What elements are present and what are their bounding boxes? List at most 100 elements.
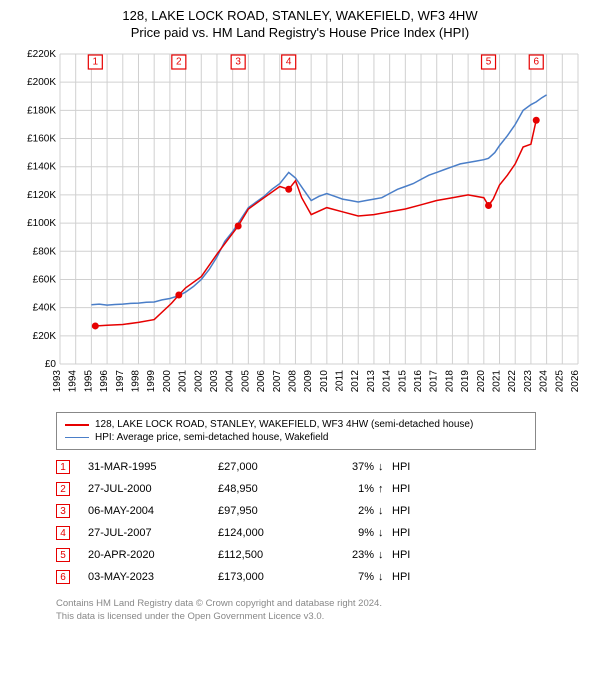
tx-marker: 5 xyxy=(56,548,70,562)
svg-text:1: 1 xyxy=(93,57,99,68)
tx-price: £27,000 xyxy=(218,461,318,473)
svg-text:1999: 1999 xyxy=(146,370,157,393)
svg-text:2003: 2003 xyxy=(209,370,220,393)
svg-text:£40K: £40K xyxy=(33,303,57,314)
svg-text:2001: 2001 xyxy=(178,370,189,393)
tx-diff: 37% xyxy=(318,461,378,473)
svg-text:2004: 2004 xyxy=(225,370,236,393)
tx-price: £48,950 xyxy=(218,483,318,495)
footer: Contains HM Land Registry data © Crown c… xyxy=(56,598,588,624)
transaction-table: 131-MAR-1995£27,00037%↓HPI227-JUL-2000£4… xyxy=(56,456,588,588)
svg-text:1993: 1993 xyxy=(52,370,63,393)
table-row: 4 27-JUL-2007£124,0009%↓HPI xyxy=(56,522,588,544)
svg-text:2005: 2005 xyxy=(240,370,251,393)
svg-text:2013: 2013 xyxy=(366,370,377,393)
svg-text:2014: 2014 xyxy=(382,370,393,393)
arrow-down-icon: ↓ xyxy=(378,461,392,473)
tx-diff: 7% xyxy=(318,571,378,583)
title-block: 128, LAKE LOCK ROAD, STANLEY, WAKEFIELD,… xyxy=(12,8,588,40)
svg-text:£220K: £220K xyxy=(27,49,56,60)
tx-price: £97,950 xyxy=(218,505,318,517)
svg-text:2019: 2019 xyxy=(460,370,471,393)
svg-text:2022: 2022 xyxy=(507,370,518,393)
tx-hpi-label: HPI xyxy=(392,527,422,539)
tx-price: £112,500 xyxy=(218,549,318,561)
legend-item: 128, LAKE LOCK ROAD, STANLEY, WAKEFIELD,… xyxy=(65,419,527,430)
legend-swatch xyxy=(65,424,89,426)
svg-text:£140K: £140K xyxy=(27,162,56,173)
chart-container: 128, LAKE LOCK ROAD, STANLEY, WAKEFIELD,… xyxy=(0,0,600,636)
svg-text:1995: 1995 xyxy=(83,370,94,393)
tx-diff: 1% xyxy=(318,483,378,495)
tx-diff: 9% xyxy=(318,527,378,539)
title-line1: 128, LAKE LOCK ROAD, STANLEY, WAKEFIELD,… xyxy=(12,8,588,23)
tx-hpi-label: HPI xyxy=(392,461,422,473)
svg-text:£100K: £100K xyxy=(27,218,56,229)
svg-text:2002: 2002 xyxy=(193,370,204,393)
tx-marker: 4 xyxy=(56,526,70,540)
svg-text:2010: 2010 xyxy=(319,370,330,393)
tx-hpi-label: HPI xyxy=(392,483,422,495)
table-row: 1 31-MAR-1995£27,00037%↓HPI xyxy=(56,456,588,478)
svg-text:1997: 1997 xyxy=(115,370,126,393)
svg-text:2015: 2015 xyxy=(397,370,408,393)
tx-date: 06-MAY-2004 xyxy=(88,505,218,517)
footer-line1: Contains HM Land Registry data © Crown c… xyxy=(56,598,588,611)
tx-marker: 1 xyxy=(56,460,70,474)
tx-hpi-label: HPI xyxy=(392,549,422,561)
svg-text:£160K: £160K xyxy=(27,134,56,145)
svg-text:2000: 2000 xyxy=(162,370,173,393)
legend-label: HPI: Average price, semi-detached house,… xyxy=(95,432,328,443)
table-row: 603-MAY-2023£173,0007%↓HPI xyxy=(56,566,588,588)
svg-text:2026: 2026 xyxy=(570,370,581,393)
tx-diff: 23% xyxy=(318,549,378,561)
tx-diff: 2% xyxy=(318,505,378,517)
svg-text:2018: 2018 xyxy=(444,370,455,393)
tx-date: 03-MAY-2023 xyxy=(88,571,218,583)
arrow-down-icon: ↓ xyxy=(378,571,392,583)
svg-text:2025: 2025 xyxy=(554,370,565,393)
svg-text:2012: 2012 xyxy=(350,370,361,393)
arrow-down-icon: ↓ xyxy=(378,527,392,539)
svg-text:1998: 1998 xyxy=(130,370,141,393)
footer-line2: This data is licensed under the Open Gov… xyxy=(56,611,588,624)
legend-label: 128, LAKE LOCK ROAD, STANLEY, WAKEFIELD,… xyxy=(95,419,473,430)
svg-text:£80K: £80K xyxy=(33,246,57,257)
svg-text:£180K: £180K xyxy=(27,105,56,116)
legend-item: HPI: Average price, semi-detached house,… xyxy=(65,432,527,443)
svg-text:£0: £0 xyxy=(45,359,57,370)
svg-text:2016: 2016 xyxy=(413,370,424,393)
svg-text:£200K: £200K xyxy=(27,77,56,88)
svg-text:2009: 2009 xyxy=(303,370,314,393)
tx-marker: 2 xyxy=(56,482,70,496)
svg-text:£60K: £60K xyxy=(33,274,57,285)
tx-date: 31-MAR-1995 xyxy=(88,461,218,473)
svg-text:2017: 2017 xyxy=(429,370,440,393)
svg-text:2021: 2021 xyxy=(492,370,503,393)
svg-text:6: 6 xyxy=(533,57,539,68)
svg-text:2024: 2024 xyxy=(539,370,550,393)
svg-text:2023: 2023 xyxy=(523,370,534,393)
svg-text:2008: 2008 xyxy=(287,370,298,393)
svg-text:5: 5 xyxy=(486,57,492,68)
title-line2: Price paid vs. HM Land Registry's House … xyxy=(12,25,588,40)
svg-text:2006: 2006 xyxy=(256,370,267,393)
arrow-down-icon: ↓ xyxy=(378,505,392,517)
svg-text:£120K: £120K xyxy=(27,190,56,201)
table-row: 3 06-MAY-2004£97,9502%↓HPI xyxy=(56,500,588,522)
tx-hpi-label: HPI xyxy=(392,571,422,583)
tx-date: 27-JUL-2007 xyxy=(88,527,218,539)
tx-marker: 3 xyxy=(56,504,70,518)
svg-text:2: 2 xyxy=(176,57,182,68)
tx-marker: 6 xyxy=(56,570,70,584)
chart-area: £0£20K£40K£60K£80K£100K£120K£140K£160K£1… xyxy=(12,44,588,404)
table-row: 520-APR-2020£112,50023%↓HPI xyxy=(56,544,588,566)
tx-hpi-label: HPI xyxy=(392,505,422,517)
svg-text:1996: 1996 xyxy=(99,370,110,393)
svg-text:1994: 1994 xyxy=(68,370,79,393)
svg-text:2011: 2011 xyxy=(335,370,346,392)
arrow-up-icon: ↑ xyxy=(378,483,392,495)
tx-price: £124,000 xyxy=(218,527,318,539)
svg-text:2007: 2007 xyxy=(272,370,283,393)
table-row: 227-JUL-2000£48,9501%↑HPI xyxy=(56,478,588,500)
